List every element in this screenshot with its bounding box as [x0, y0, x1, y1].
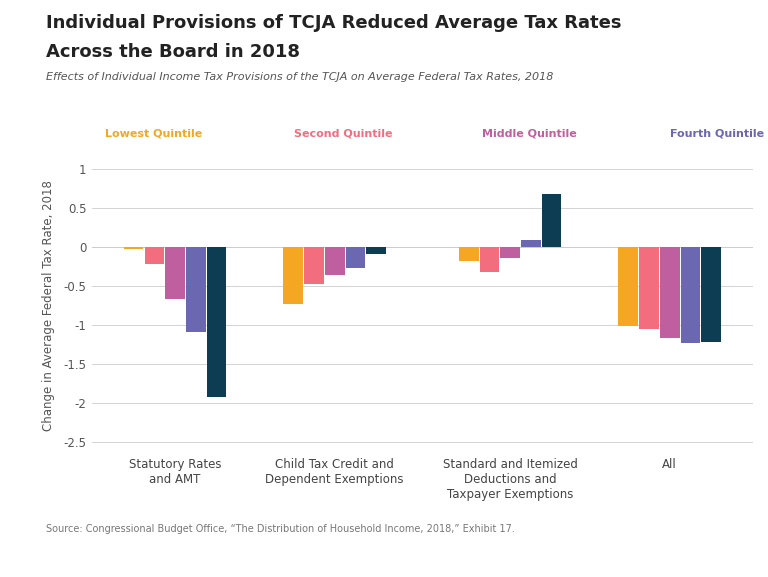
Bar — [304, 248, 324, 284]
Text: @TaxFoundation: @TaxFoundation — [650, 553, 753, 565]
Bar — [660, 248, 680, 338]
Bar — [541, 194, 561, 248]
Text: Fourth Quintile: Fourth Quintile — [670, 129, 764, 138]
Text: Across the Board in 2018: Across the Board in 2018 — [46, 43, 300, 61]
Bar — [701, 248, 721, 343]
Text: Source: Congressional Budget Office, “The Distribution of Household Income, 2018: Source: Congressional Budget Office, “Th… — [46, 524, 515, 534]
Bar — [144, 248, 164, 264]
Text: Lowest Quintile: Lowest Quintile — [105, 129, 203, 138]
Text: Middle Quintile: Middle Quintile — [482, 129, 577, 138]
Bar — [500, 248, 520, 258]
Bar — [366, 248, 386, 253]
Bar — [165, 248, 185, 299]
Bar — [325, 248, 345, 275]
Bar — [639, 248, 659, 329]
Y-axis label: Change in Average Federal Tax Rate, 2018: Change in Average Federal Tax Rate, 2018 — [42, 181, 55, 431]
Bar — [680, 248, 700, 343]
Bar — [124, 248, 144, 249]
Bar — [521, 239, 541, 248]
Bar — [618, 248, 638, 326]
Bar — [458, 248, 478, 261]
Text: TAX FOUNDATION: TAX FOUNDATION — [15, 552, 154, 566]
Bar — [207, 248, 227, 397]
Text: Second Quintile: Second Quintile — [293, 129, 392, 138]
Bar — [186, 248, 206, 332]
Bar — [479, 248, 499, 272]
Text: Effects of Individual Income Tax Provisions of the TCJA on Average Federal Tax R: Effects of Individual Income Tax Provisi… — [46, 72, 554, 82]
Bar — [283, 248, 303, 304]
Text: Individual Provisions of TCJA Reduced Average Tax Rates: Individual Provisions of TCJA Reduced Av… — [46, 14, 621, 32]
Bar — [346, 248, 366, 268]
